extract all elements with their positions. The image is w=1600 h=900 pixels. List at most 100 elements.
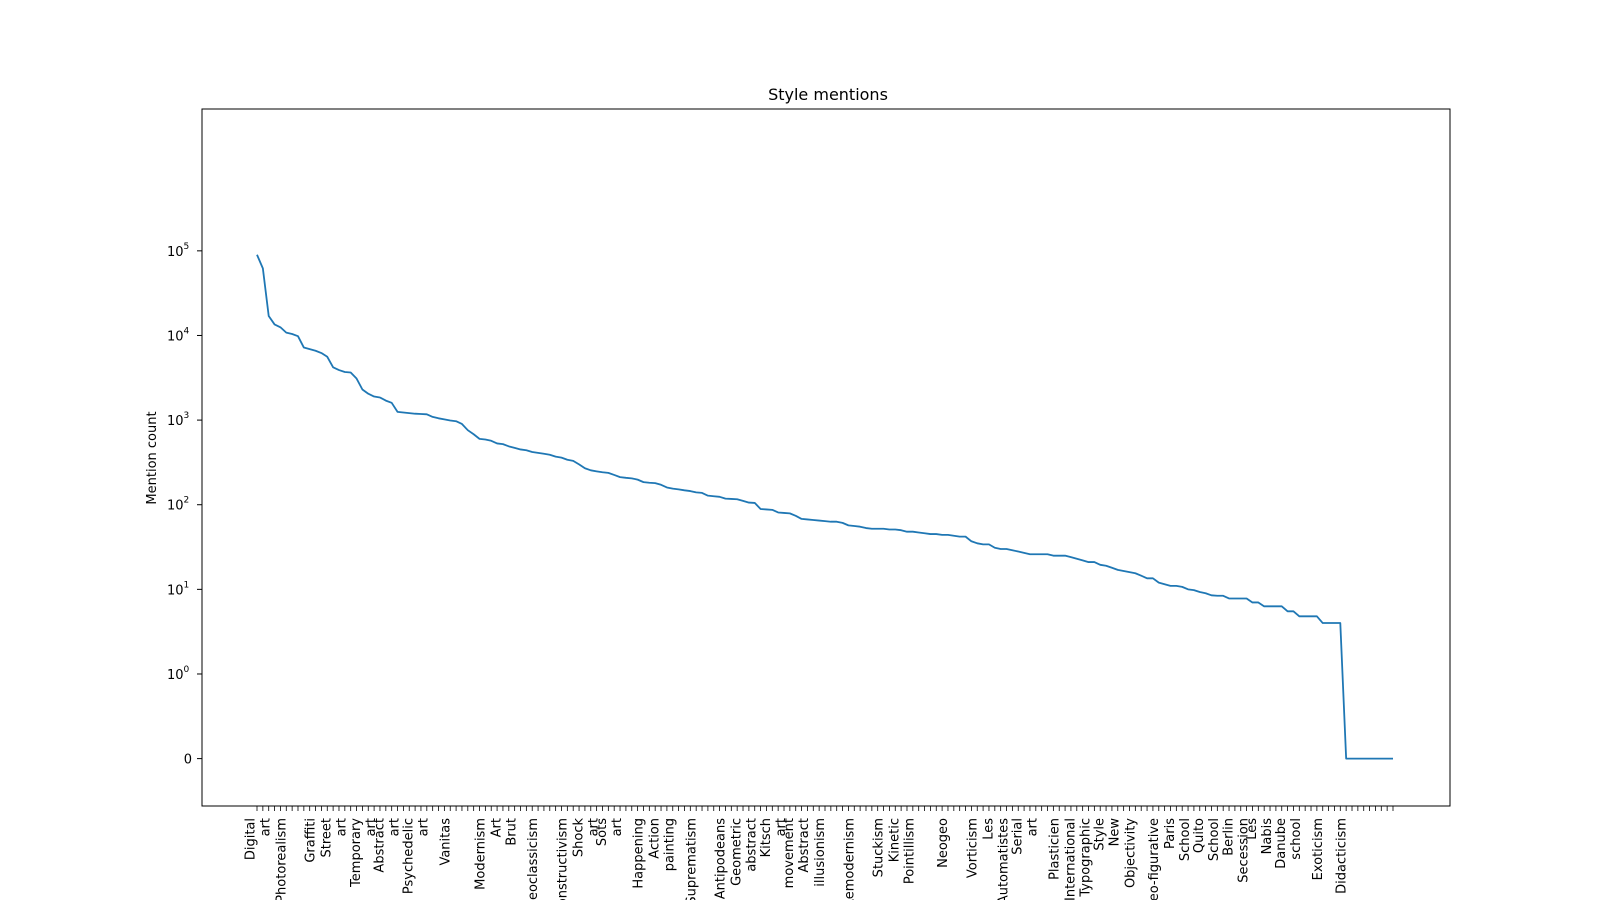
x-tick-label: Temporary art — [349, 818, 379, 888]
x-tick-label-line: Kinetic — [888, 818, 903, 862]
x-tick-label: Quito School — [1192, 818, 1222, 861]
x-tick-label-line: Vorticism — [965, 818, 980, 878]
x-tick-label-line: Les — [1245, 818, 1260, 840]
x-tick-label: movement Abstract — [782, 818, 812, 888]
x-tick-label-line: Art — [489, 818, 504, 837]
x-tick-label: Serial art — [1011, 818, 1041, 855]
x-tick-label-line: International — [1063, 818, 1078, 900]
x-tick-label-line: Street — [320, 818, 335, 858]
series-line — [256, 254, 1393, 760]
x-tick-label-line: Psychedelic — [402, 818, 417, 894]
x-tick-label: Plasticien — [1047, 818, 1062, 880]
x-tick-label-line: Quito — [1192, 818, 1207, 853]
y-tick-label: 105 — [167, 242, 189, 260]
x-tick-label: Shock art — [571, 818, 601, 858]
x-tick-label-line: Antipodeans — [714, 818, 729, 900]
x-tick-label-line: painting — [663, 818, 678, 871]
x-tick-label-line: art — [259, 818, 274, 836]
x-tick-label: Paris School — [1163, 818, 1193, 861]
x-tick-label: Photorealism — [274, 818, 289, 900]
x-tick-label: Psychedelic art — [402, 818, 432, 894]
x-tick-label-line: Automatistes — [996, 818, 1011, 900]
x-tick-label-line: Photorealism — [274, 818, 289, 900]
y-tick-label: 100 — [167, 665, 190, 683]
x-tick-label-line: art — [774, 818, 789, 836]
x-tick-label-line: Danube — [1274, 818, 1289, 869]
x-tick-label-line: Remodernism — [842, 818, 857, 900]
x-tick-label-line: movement — [782, 818, 797, 888]
x-tick-label-line: Secession — [1236, 818, 1251, 883]
x-tick-label-line: School — [1207, 818, 1222, 861]
x-tick-label-line: art — [417, 818, 432, 836]
x-tick-label-line: Happening — [632, 818, 647, 889]
x-tick-label-line: Didacticism — [1334, 818, 1349, 894]
x-tick-label: Happening — [632, 818, 647, 889]
chart-title: Style mentions — [768, 85, 888, 104]
x-tick-label-line: Typographic — [1078, 818, 1093, 898]
x-tick-label-line: art — [335, 818, 350, 836]
x-tick-label: Les Automatistes — [981, 818, 1011, 900]
x-tick-label: Objectivity — [1123, 818, 1138, 888]
x-tick-label: Antipodeans — [714, 818, 729, 900]
x-tick-label-line: Geometric — [730, 818, 745, 886]
x-tick-label-line: Paris — [1163, 818, 1178, 849]
x-tick-label: Didacticism — [1334, 818, 1349, 894]
x-tick-label: Suprematism — [684, 818, 699, 900]
x-tick-label-line: Digital — [244, 818, 259, 860]
x-tick-label: Neoclassicism — [526, 818, 541, 900]
x-tick-label-line: Serial — [1011, 818, 1026, 855]
x-tick-label-line: Neogeo — [936, 818, 951, 868]
x-tick-label: Sots art — [595, 818, 625, 846]
x-tick-label-line: Nabis — [1260, 818, 1275, 855]
x-tick-label: Geometric abstract — [730, 818, 760, 886]
y-tick-label: 0 — [184, 753, 192, 768]
x-tick-label-line: abstract — [745, 818, 760, 872]
x-tick-label-line: art — [586, 818, 601, 836]
y-axis-label: Mention count — [145, 411, 160, 504]
x-tick-label: illusionism — [813, 818, 828, 887]
y-tick-label: 102 — [167, 496, 189, 514]
x-tick-label-line: Sots — [595, 818, 610, 846]
x-tick-label-line: Graffiti — [304, 818, 319, 863]
x-tick-label-line: New — [1108, 818, 1123, 847]
x-tick-label: Vorticism — [965, 818, 980, 878]
x-tick-label-line: Action — [648, 818, 663, 859]
x-tick-label: Remodernism — [842, 818, 857, 900]
x-tick-label: Action painting — [648, 818, 678, 871]
x-tick-label-line: art — [610, 818, 625, 836]
x-tick-label: Neogeo — [936, 818, 951, 868]
x-tick-label-line: art — [1026, 818, 1041, 836]
x-tick-label: Danube school — [1274, 818, 1304, 869]
x-tick-label: Neo-figurative — [1147, 818, 1162, 900]
x-tick-label-line: Abstract — [797, 818, 812, 873]
x-tick-label-line: Berlin — [1221, 818, 1236, 856]
y-tick-label: 104 — [167, 326, 190, 344]
x-tick-label-line: Neo-figurative — [1147, 818, 1162, 900]
x-tick-label: Vanitas — [438, 818, 453, 866]
x-tick-label-line: art — [364, 818, 379, 836]
x-tick-label: Street art — [320, 818, 350, 858]
x-tick-label-line: illusionism — [813, 818, 828, 887]
x-tick-label: Exoticism — [1311, 818, 1326, 880]
y-tick-label: 101 — [167, 580, 189, 598]
x-tick-label: Art Brut — [489, 818, 519, 846]
x-tick-label: International Typographic — [1063, 818, 1093, 900]
x-tick-label-line: school — [1289, 818, 1304, 860]
x-tick-label: Digital art — [244, 818, 274, 860]
x-tick-label-line: School — [1178, 818, 1193, 861]
x-tick-label: Constructivism — [555, 818, 570, 900]
x-tick-label: Les Nabis — [1245, 818, 1275, 855]
x-tick-label: Stuckism — [872, 818, 887, 877]
x-tick-label-line: Modernism — [474, 818, 489, 890]
x-tick-label-line: Objectivity — [1123, 818, 1138, 888]
x-tick-label-line: Suprematism — [684, 818, 699, 900]
x-tick-label-line: Kitsch — [759, 818, 774, 857]
x-tick-label: Abstract art — [372, 818, 402, 873]
x-tick-label: Kinetic Pointillism — [888, 818, 918, 884]
x-tick-label-line: Constructivism — [555, 818, 570, 900]
x-tick-label-line: Neoclassicism — [526, 818, 541, 900]
x-tick-label-line: Pointillism — [903, 818, 918, 884]
x-tick-label: Graffiti — [304, 818, 319, 863]
x-tick-label-line: Exoticism — [1311, 818, 1326, 880]
